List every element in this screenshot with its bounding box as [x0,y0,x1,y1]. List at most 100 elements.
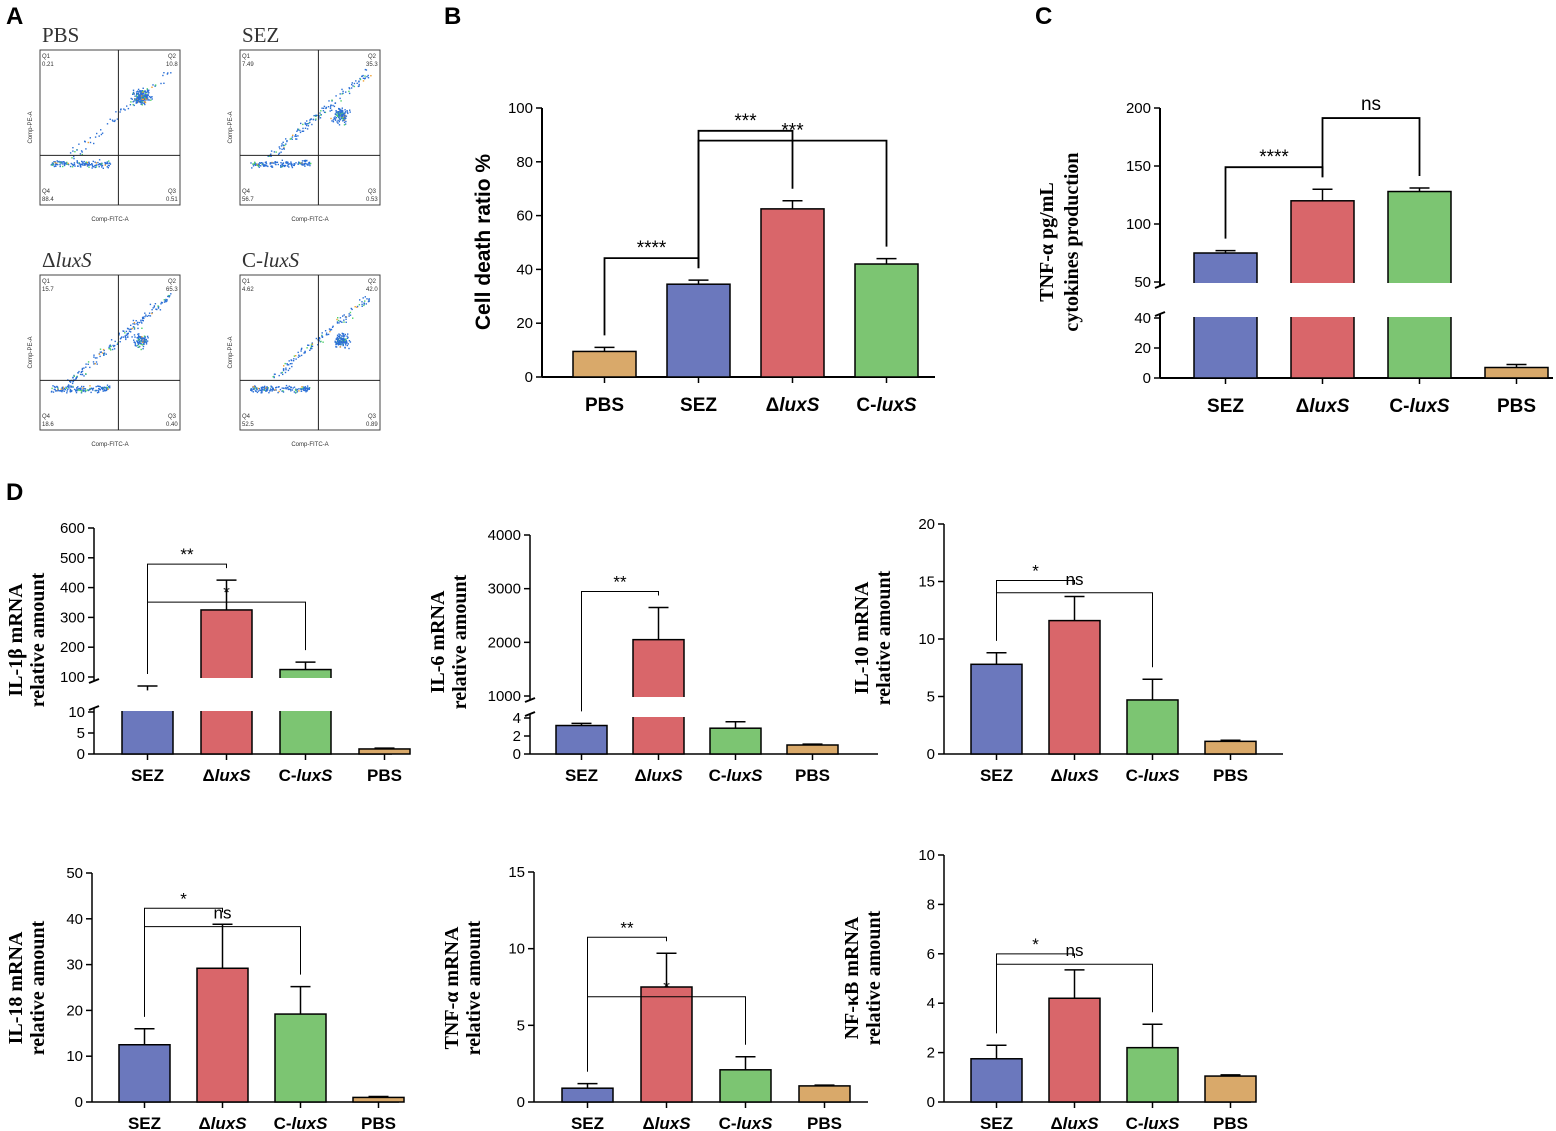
flow-event-dot [353,82,356,85]
flow-event-dot [267,387,269,389]
flow-event-dot [350,307,352,310]
x-tick-label-sez: SEZ [680,395,717,416]
flow-event-dot [339,342,341,344]
flow-event-dot [165,298,167,301]
flow-q3-label: Q3 [168,414,177,420]
flow-event-dot [53,385,56,388]
flow-event-dot [140,342,142,345]
flow-event-dot [348,87,351,90]
flow-event-dot [90,391,92,394]
flow-event-dot [289,138,291,140]
flow-event-dot [365,303,367,305]
y-tick-label: 300 [60,609,85,626]
flow-event-dot [286,364,289,366]
flow-event-dot [340,110,343,112]
flow-event-dot [361,303,363,306]
flow-event-dot [133,339,135,341]
x-tick-label-c-luxs: C-luxS [1126,1114,1181,1131]
flow-event-dot [113,348,116,350]
flow-event-dot [78,370,80,373]
flow-event-dot [353,85,356,88]
flow-event-dot [132,103,134,106]
flow-event-dot [343,337,345,339]
chart-d3: 0 5 10 15 20 SEZ ΔluxS C-luxS PBS * ns IL-10 mRNA re… [851,516,1283,785]
flow-event-dot [70,386,72,388]
flow-event-dot [55,390,57,392]
flow-event-dot [303,389,305,391]
flow-event-dot [65,386,67,388]
flow-event-dot [299,355,301,357]
significance-label: * [180,889,187,908]
flow-event-dot [345,117,347,119]
flow-event-dot [126,333,128,335]
x-tick-label-delta-luxs: ΔluxS [1050,766,1099,785]
flow-event-dot [310,348,312,350]
flow-event-dot [89,141,92,144]
flow-event-dot [282,391,285,393]
y-axis-label-line1: IL-1β mRNA [5,583,27,697]
flow-event-dot [282,368,285,370]
y-tick-label: 5 [927,689,935,706]
flow-event-dot [252,163,254,165]
flow-event-dot [136,99,138,101]
flow-event-dot [134,343,137,345]
flow-event-dot [154,84,157,86]
flow-event-dot [105,162,107,164]
flow-event-dot [166,300,168,302]
flow-event-dot [295,162,297,164]
x-tick-label-sez: SEZ [128,1114,161,1131]
flow-event-dot [101,387,103,390]
x-tick-label-delta-luxs: ΔluxS [1296,396,1350,417]
flow-event-dot [300,387,302,390]
flow-event-dot [272,387,274,389]
flow-event-dot [342,338,344,340]
flow-event-dot [144,312,146,314]
flow-event-dot [78,389,80,392]
flow-event-dot [257,387,260,390]
y-tick-label: 5 [517,1017,525,1034]
flow-event-dot [351,83,353,86]
flow-event-dot [320,114,322,116]
flow-event-dot [51,162,54,164]
flow-q1-label: Q1 [242,54,251,60]
flow-event-dot [134,95,136,97]
flow-event-dot [85,373,87,375]
flow-event-dot [263,387,266,389]
flow-event-dot [292,360,295,362]
flow-event-dot [274,163,277,165]
flow-event-dot [137,327,139,330]
flow-event-dot [308,344,310,346]
flow-event-dot [137,101,139,103]
flow-event-dot [297,135,299,137]
flow-event-dot [70,390,73,393]
y-tick-label: 2 [513,728,521,745]
flow-event-dot [63,164,66,167]
flow-event-dot [91,167,93,169]
flow-event-dot [343,124,346,126]
flow-event-dot [52,163,54,165]
flow-event-dot [336,321,339,323]
y-tick-label: 15 [508,864,525,881]
y-axis-label-line2: relative amount [27,920,49,1055]
flow-y-axis-label: Comp-PE-A [228,336,234,368]
flow-event-dot [340,337,342,339]
flow-event-dot [302,130,305,132]
flow-event-dot [66,387,68,389]
flow-event-dot [79,387,81,390]
flow-event-dot [141,98,144,101]
flow-event-dot [119,338,122,340]
chart-c: 0 20 40 50 100 150 200 SEZ ΔluxS C-luxS PBS **** ns T… [1036,94,1553,417]
flow-event-dot [99,164,101,166]
flow-event-dot [70,162,72,165]
flow-plot-frame [239,274,381,431]
flow-q1-value: 4.62 [242,287,254,293]
flow-event-dot [160,303,162,305]
flow-event-dot [147,337,149,339]
bar-break-gap [199,678,254,711]
flow-event-dot [142,94,144,96]
flow-event-dot [142,337,145,339]
flow-event-dot [270,153,272,155]
significance-label: **** [637,238,667,259]
flow-event-dot [82,390,84,392]
flow-event-dot [256,163,258,166]
